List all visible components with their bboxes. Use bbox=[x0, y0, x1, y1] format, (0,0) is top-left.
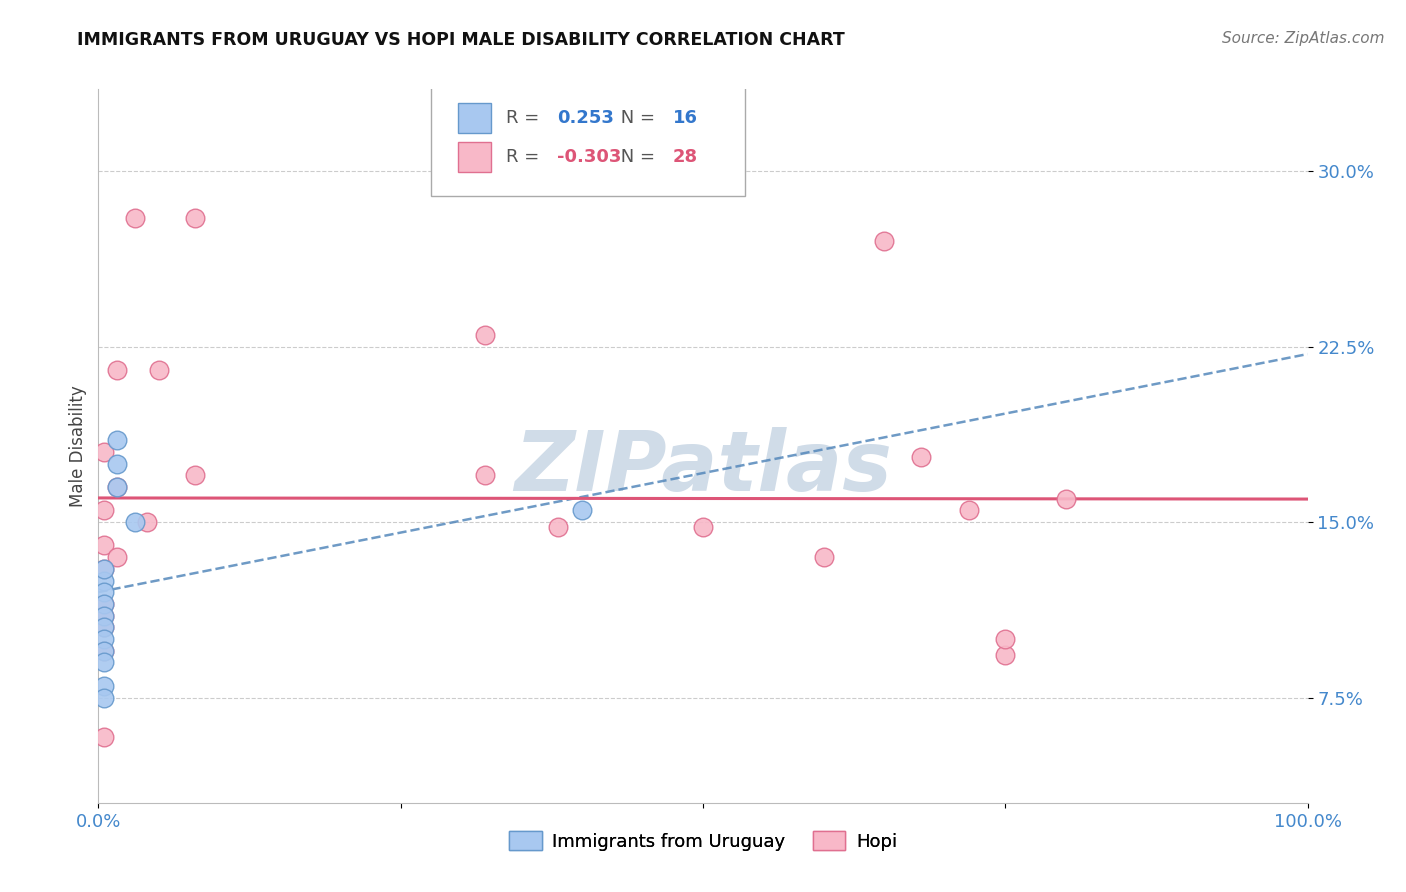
Point bbox=[135, 515, 157, 529]
Point bbox=[873, 234, 896, 248]
Point bbox=[93, 679, 115, 693]
Legend: Immigrants from Uruguay, Hopi: Immigrants from Uruguay, Hopi bbox=[502, 824, 904, 858]
Point bbox=[93, 644, 115, 658]
Point bbox=[994, 648, 1017, 663]
Text: -0.303: -0.303 bbox=[557, 148, 621, 166]
Point bbox=[692, 519, 714, 533]
Point bbox=[105, 480, 128, 494]
Point bbox=[93, 608, 115, 623]
Text: R =: R = bbox=[506, 148, 546, 166]
Point bbox=[910, 450, 932, 464]
Point bbox=[93, 620, 115, 634]
Point bbox=[93, 562, 115, 576]
FancyBboxPatch shape bbox=[457, 103, 492, 133]
Point bbox=[93, 574, 115, 588]
Point bbox=[474, 327, 496, 342]
Point bbox=[93, 597, 115, 611]
Point bbox=[105, 457, 128, 471]
Point bbox=[93, 690, 115, 705]
Text: ZIPatlas: ZIPatlas bbox=[515, 427, 891, 508]
Text: 28: 28 bbox=[673, 148, 697, 166]
Point bbox=[1054, 491, 1077, 506]
Point bbox=[957, 503, 980, 517]
Point bbox=[93, 644, 115, 658]
Point bbox=[93, 620, 115, 634]
Point bbox=[93, 656, 115, 670]
Point bbox=[105, 480, 128, 494]
Point bbox=[148, 363, 170, 377]
Text: R =: R = bbox=[506, 109, 546, 127]
Y-axis label: Male Disability: Male Disability bbox=[69, 385, 87, 507]
Point bbox=[93, 608, 115, 623]
FancyBboxPatch shape bbox=[457, 142, 492, 172]
Point bbox=[93, 731, 115, 745]
Point bbox=[93, 538, 115, 552]
Point bbox=[184, 468, 207, 483]
Text: 16: 16 bbox=[673, 109, 697, 127]
Point bbox=[105, 433, 128, 447]
Text: 0.253: 0.253 bbox=[557, 109, 613, 127]
Point bbox=[547, 519, 569, 533]
Text: N =: N = bbox=[614, 148, 661, 166]
Point bbox=[474, 468, 496, 483]
Point bbox=[93, 445, 115, 459]
Point bbox=[571, 503, 593, 517]
Text: N =: N = bbox=[614, 109, 661, 127]
Point bbox=[184, 211, 207, 225]
Point bbox=[93, 632, 115, 646]
Point bbox=[813, 550, 835, 565]
Point bbox=[93, 562, 115, 576]
Point bbox=[105, 550, 128, 565]
Point bbox=[105, 363, 128, 377]
Point bbox=[994, 632, 1017, 646]
Point bbox=[93, 597, 115, 611]
Point bbox=[124, 515, 146, 529]
Point bbox=[93, 585, 115, 599]
Text: IMMIGRANTS FROM URUGUAY VS HOPI MALE DISABILITY CORRELATION CHART: IMMIGRANTS FROM URUGUAY VS HOPI MALE DIS… bbox=[77, 31, 845, 49]
Point bbox=[93, 503, 115, 517]
FancyBboxPatch shape bbox=[432, 82, 745, 196]
Text: Source: ZipAtlas.com: Source: ZipAtlas.com bbox=[1222, 31, 1385, 46]
Point bbox=[124, 211, 146, 225]
